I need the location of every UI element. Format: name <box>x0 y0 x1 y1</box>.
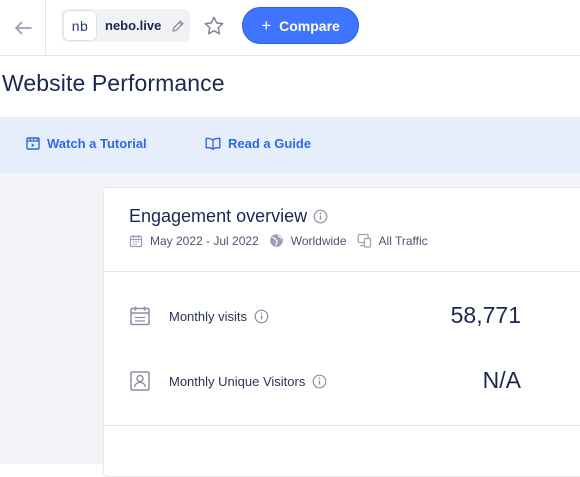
info-icon[interactable] <box>254 309 269 324</box>
date-range-filter[interactable]: May 2022 - Jul 2022 <box>129 234 259 248</box>
plus-icon: + <box>261 15 272 35</box>
date-range-text: May 2022 - Jul 2022 <box>150 233 259 248</box>
monthly-visits-value: 58,771 <box>450 302 521 328</box>
unique-visitors-value: N/A <box>482 367 521 393</box>
site-favicon: nb <box>63 10 97 41</box>
book-icon <box>205 137 221 150</box>
globe-icon <box>269 233 284 248</box>
filter-meta-row: May 2022 - Jul 2022 Worldwide All Traffi… <box>129 233 438 248</box>
watch-tutorial-label: Watch a Tutorial <box>47 136 147 151</box>
favorite-button[interactable] <box>202 14 226 38</box>
visitor-icon <box>129 370 151 392</box>
calendar-small-icon <box>129 234 143 248</box>
pencil-icon[interactable] <box>171 19 185 33</box>
devices-icon <box>357 233 372 248</box>
help-bar: Watch a Tutorial Read a Guide <box>0 117 580 173</box>
compare-button[interactable]: + Compare <box>242 7 359 44</box>
top-bar: nb nebo.live + Compare <box>0 0 580 56</box>
engagement-overview-card: Engagement overview May 2022 - Jul 2022 <box>103 187 580 477</box>
metric-row-unique-visitors: Monthly Unique Visitors N/A <box>104 362 524 402</box>
info-icon[interactable] <box>312 374 327 389</box>
traffic-filter[interactable]: All Traffic <box>357 233 428 248</box>
card-header: Engagement overview <box>129 206 328 227</box>
info-icon[interactable] <box>313 209 328 224</box>
compare-label: Compare <box>279 17 340 34</box>
star-icon <box>203 15 225 37</box>
unique-visitors-label: Monthly Unique Visitors <box>169 374 306 389</box>
monthly-visits-label: Monthly visits <box>169 309 248 324</box>
metric-label-monthly-visits: Monthly visits <box>169 309 269 324</box>
back-arrow-icon <box>14 21 32 35</box>
region-text: Worldwide <box>290 233 347 248</box>
card-divider <box>104 271 580 272</box>
read-guide-label: Read a Guide <box>228 136 312 151</box>
traffic-text: All Traffic <box>378 233 428 248</box>
back-button[interactable] <box>0 0 46 55</box>
region-filter[interactable]: Worldwide <box>269 233 347 248</box>
metric-row-monthly-visits: Monthly visits 58,771 <box>104 297 524 337</box>
metric-label-unique-visitors: Monthly Unique Visitors <box>169 374 327 389</box>
watch-tutorial-link[interactable]: Watch a Tutorial <box>26 136 147 151</box>
calendar-icon <box>129 305 151 327</box>
domain-name: nebo.live <box>105 18 162 33</box>
site-chip[interactable]: nb nebo.live <box>61 9 190 42</box>
favicon-text: nb <box>71 17 89 34</box>
video-tutorial-icon <box>26 137 40 150</box>
card-title: Engagement overview <box>129 206 308 226</box>
card-divider-bottom <box>104 425 580 426</box>
read-guide-link[interactable]: Read a Guide <box>205 136 311 151</box>
page-title: Website Performance <box>2 70 225 96</box>
